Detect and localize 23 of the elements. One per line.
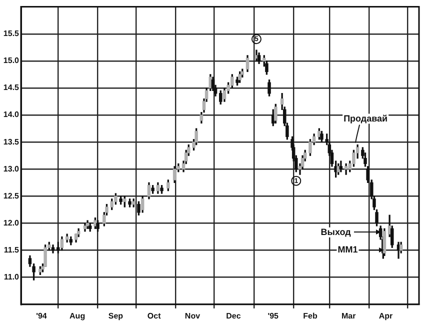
y-tick-label: 13.5: [3, 137, 20, 146]
y-tick-label: 15.0: [3, 56, 20, 66]
y-tick-label: 12.0: [3, 218, 20, 228]
annotation: Продавай: [344, 113, 388, 124]
x-tick-label: Oct: [147, 311, 162, 320]
y-tick-label: 14.0: [3, 110, 20, 120]
x-tick-label: Apr: [378, 311, 393, 320]
x-tick-label: Feb: [303, 311, 318, 320]
y-tick-label: 15.5: [3, 29, 20, 38]
x-tick-label: Aug: [70, 311, 86, 320]
x-tick-label: Mar: [341, 311, 356, 320]
x-tick-label: Sep: [108, 311, 124, 320]
annotation: Выход: [320, 226, 352, 237]
x-tick-label: Dec: [226, 311, 242, 320]
x-tick-label: Nov: [184, 311, 201, 320]
x-tick-label: '94: [36, 311, 48, 320]
y-tick-label: 13.0: [3, 164, 20, 174]
y-tick-label: 14.5: [3, 83, 20, 92]
y-tick-label: 11.0: [4, 272, 20, 282]
x-tick-label: '95: [268, 311, 280, 320]
y-tick-label: 11.5: [4, 245, 20, 254]
y-tick-label: 12.5: [3, 191, 20, 200]
annotation: MM1: [338, 244, 358, 255]
